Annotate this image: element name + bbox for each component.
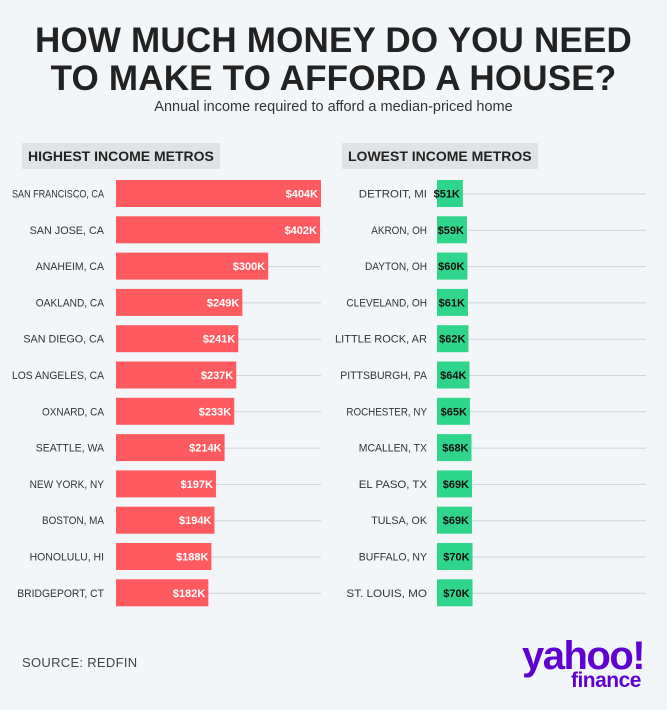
bar xyxy=(437,543,473,570)
value-label: $233K xyxy=(199,406,231,418)
bar xyxy=(116,470,216,498)
category-label: SAN DIEGO, CA xyxy=(23,334,104,346)
lowest-metros-header: LOWEST INCOME METROS xyxy=(342,143,538,169)
bar xyxy=(437,216,467,244)
category-label: NEW YORK, NY xyxy=(30,479,105,491)
category-label: LITTLE ROCK, AR xyxy=(335,334,427,346)
value-label: $69K xyxy=(443,479,469,491)
value-label: $60K xyxy=(438,261,464,273)
category-label: AKRON, OH xyxy=(371,225,427,237)
bar xyxy=(437,325,469,353)
value-label: $237K xyxy=(201,370,233,382)
value-label: $300K xyxy=(233,261,265,273)
bar xyxy=(437,434,472,462)
bar xyxy=(437,288,468,316)
value-label: $51K xyxy=(434,189,460,201)
category-label: MCALLEN, TX xyxy=(359,443,428,455)
value-label: $249K xyxy=(207,297,239,309)
value-label: $59K xyxy=(438,225,464,237)
bar xyxy=(437,361,470,389)
bar xyxy=(437,470,473,498)
bar xyxy=(116,252,269,280)
category-label: OAKLAND, CA xyxy=(36,297,105,309)
bar xyxy=(437,252,468,280)
highest-metros-header: HIGHEST INCOME METROS xyxy=(22,143,220,169)
value-label: $404K xyxy=(286,189,318,201)
category-label: SAN JOSE, CA xyxy=(30,225,105,237)
value-label: $70K xyxy=(443,552,469,564)
category-label: HONOLULU, HI xyxy=(30,552,104,564)
bar xyxy=(437,579,473,607)
value-label: $68K xyxy=(442,443,468,455)
bar xyxy=(116,325,239,353)
value-label: $214K xyxy=(189,443,221,455)
value-label: $62K xyxy=(439,334,465,346)
category-label: SEATTLE, WA xyxy=(36,443,105,455)
value-label: $64K xyxy=(440,370,466,382)
bar xyxy=(437,397,470,425)
value-label: $188K xyxy=(176,552,208,564)
bar xyxy=(116,434,225,462)
bar xyxy=(116,506,215,534)
value-label: $70K xyxy=(443,588,469,600)
value-label: $65K xyxy=(441,406,467,418)
category-label: EL PASO, TX xyxy=(359,479,428,491)
category-label: ANAHEIM, CA xyxy=(36,261,105,273)
category-label: DAYTON, OH xyxy=(365,261,427,273)
category-label: BOSTON, MA xyxy=(42,515,105,527)
value-label: $197K xyxy=(181,479,213,491)
bar xyxy=(437,180,463,207)
bar xyxy=(116,543,212,570)
category-label: OXNARD, CA xyxy=(42,406,105,418)
value-label: $241K xyxy=(203,334,235,346)
bar xyxy=(437,506,473,534)
value-label: $61K xyxy=(439,297,465,309)
logo-sub: finance xyxy=(570,669,642,692)
bar xyxy=(116,361,237,389)
category-label: BRIDGEPORT, CT xyxy=(17,588,104,600)
value-label: $402K xyxy=(285,225,317,237)
yahoo-finance-logo: yahoo! finance xyxy=(522,634,647,692)
category-label: ROCHESTER, NY xyxy=(346,406,427,418)
category-label: TULSA, OK xyxy=(371,515,427,527)
bar xyxy=(116,579,209,607)
chart-title-line-1: HOW MUCH MONEY DO YOU NEED xyxy=(34,21,632,60)
value-label: $69K xyxy=(443,515,469,527)
bar xyxy=(116,397,235,425)
bar xyxy=(116,180,321,207)
bar xyxy=(116,288,243,316)
category-label: PITTSBURGH, PA xyxy=(340,370,427,382)
category-label: SAN FRANCISCO, CA xyxy=(12,189,105,201)
category-label: CLEVELAND, OH xyxy=(346,297,427,309)
source-note: SOURCE: REDFIN xyxy=(22,655,138,670)
bar xyxy=(116,216,320,244)
value-label: $182K xyxy=(173,588,205,600)
category-label: ST. LOUIS, MO xyxy=(346,588,427,600)
chart-title-line-2: TO MAKE TO AFFORD A HOUSE? xyxy=(50,59,617,98)
chart-subtitle: Annual income required to afford a media… xyxy=(154,99,513,115)
value-label: $194K xyxy=(179,515,211,527)
category-label: LOS ANGELES, CA xyxy=(12,370,105,382)
category-label: BUFFALO, NY xyxy=(359,552,428,564)
logo-word: yahoo! xyxy=(522,634,646,678)
category-label: DETROIT, MI xyxy=(359,189,427,201)
